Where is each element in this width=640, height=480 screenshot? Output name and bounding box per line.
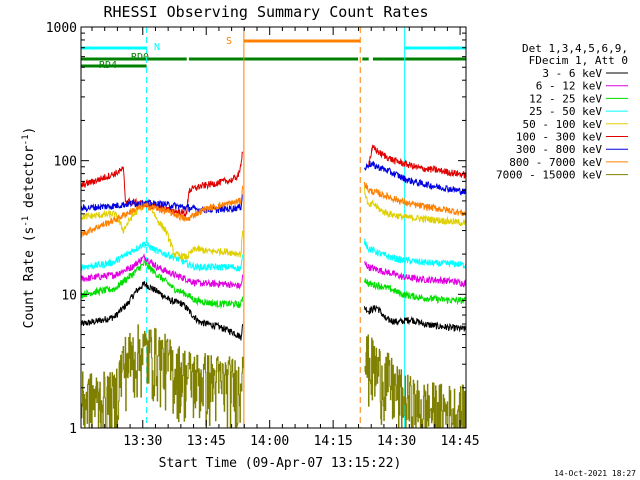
legend-entry-label: 25 - 50 keV [529,105,602,118]
y-axis-label-part: Count Rate (s [22,227,37,329]
series-line [80,240,244,272]
series-line [80,259,244,309]
x-tick-label: 14:45 [441,434,480,449]
x-tick-label: 13:45 [187,434,226,449]
legend-header: FDecim 1, Att 0 [529,54,628,67]
series-line [364,160,467,196]
legend-entry-label: 50 - 100 keV [523,118,603,131]
flag-label: RD4 [99,60,117,71]
instrument-flags: NRD0RD4S [81,36,466,71]
x-tick-label: 14:00 [250,434,289,449]
legend-header: Det 1,3,4,5,6,9, [522,42,628,55]
x-tick-label: 13:30 [123,434,162,449]
series-group [80,144,467,429]
flag-label: S [226,36,232,47]
series-line [80,252,244,290]
y-axis-label-part: detector [22,145,37,216]
timestamp: 14-Oct-2021 18:27 [554,469,636,478]
legend-entry-label: 3 - 6 keV [542,67,602,80]
y-axis-label-exponent: -1 [21,134,31,145]
series-line [80,200,244,261]
y-axis: 1 10 100 1000 [46,21,466,437]
series-line [364,260,467,288]
x-tick-label: 14:30 [377,434,416,449]
series-line [81,324,244,429]
series-line [364,278,467,306]
legend-entry-label: 100 - 300 keV [516,131,602,144]
series-line [80,185,244,238]
chart-title: RHESSI Observing Summary Count Rates [103,3,428,21]
legend-entry-label: 7000 - 15000 keV [496,169,602,182]
x-tick-label: 14:15 [314,434,353,449]
x-axis: 13:30 13:45 14:00 14:15 14:30 14:45 [91,27,480,449]
series-line [368,144,467,179]
legend-entry-label: 800 - 7000 keV [509,156,602,169]
y-tick-label: 1 [69,422,77,437]
legend-entry-label: 6 - 12 keV [536,80,603,93]
series-line [364,334,466,429]
y-tick-label: 1000 [46,21,77,36]
y-tick-label: 100 [54,155,77,170]
plot-frame [80,26,467,429]
series-line [364,181,467,217]
legend-entry-label: 300 - 800 keV [516,143,602,156]
series-line [364,238,467,270]
flag-label: N [154,42,160,53]
y-axis-label-exponent: -1 [21,216,31,227]
series-line [364,187,467,227]
x-axis-label: Start Time (09-Apr-07 13:15:22) [159,456,402,471]
legend-entry-label: 12 - 25 keV [529,92,602,105]
y-axis-label: Count Rate (s-1 detector-1) [21,127,37,329]
series-line [80,280,244,341]
y-axis-label-part: ) [22,127,37,135]
legend: Det 1,3,4,5,6,9,FDecim 1, Att 03 - 6 keV… [496,42,628,182]
y-tick-label: 10 [61,288,77,303]
series-line [364,304,467,333]
